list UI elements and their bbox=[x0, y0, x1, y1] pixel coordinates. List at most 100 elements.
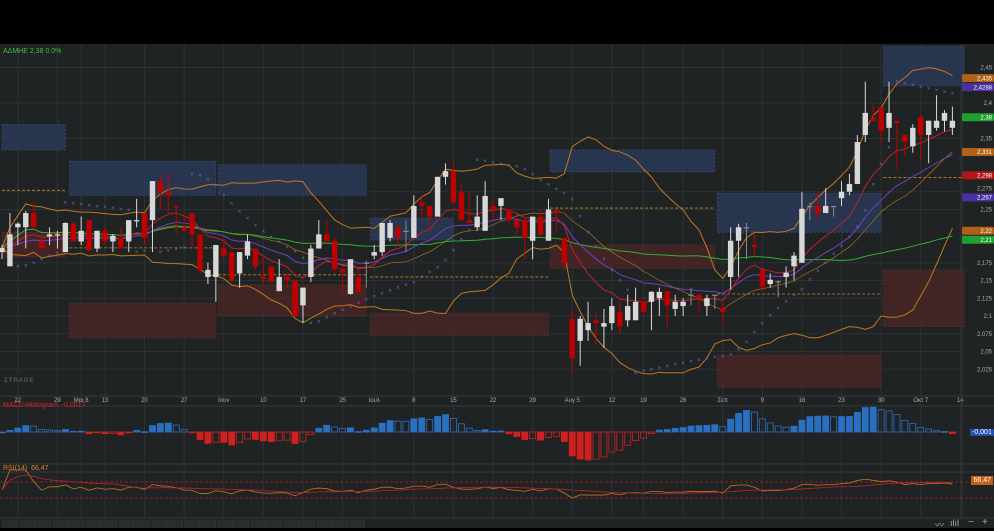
candle bbox=[696, 294, 702, 313]
sar-point: × bbox=[365, 298, 369, 304]
macd-bar bbox=[758, 418, 766, 433]
macd-bar bbox=[632, 431, 639, 442]
macd-bar bbox=[481, 429, 489, 433]
candle-body bbox=[268, 266, 274, 282]
zoom-out-icon[interactable]: − bbox=[968, 517, 974, 528]
toolbar-button[interactable] bbox=[282, 520, 299, 528]
candle-body bbox=[331, 240, 338, 270]
macd-bar bbox=[853, 411, 861, 433]
macd-bar bbox=[117, 431, 125, 436]
sar-point: × bbox=[174, 247, 178, 253]
sar-point: × bbox=[388, 288, 392, 294]
toolbar-button[interactable] bbox=[101, 520, 117, 528]
macd-bar bbox=[244, 431, 251, 440]
toolbar-button[interactable] bbox=[18, 520, 35, 528]
candle bbox=[878, 107, 884, 143]
candle-body bbox=[189, 213, 195, 235]
x-tick-label: 23 bbox=[838, 398, 845, 404]
toolbar-button[interactable] bbox=[266, 520, 282, 528]
demand-zone bbox=[549, 244, 716, 269]
macd-bar bbox=[592, 431, 600, 460]
sar-point: × bbox=[285, 245, 289, 251]
x-tick-label: Σεπ bbox=[717, 398, 728, 404]
toolbar-button[interactable] bbox=[167, 520, 183, 528]
macd-bar bbox=[6, 429, 14, 433]
toolbar-button[interactable] bbox=[35, 520, 51, 528]
candle-body bbox=[426, 205, 433, 217]
candle-body bbox=[228, 252, 235, 281]
sar-point: × bbox=[420, 275, 424, 281]
sar-point: × bbox=[349, 304, 353, 310]
candle-body bbox=[815, 205, 821, 214]
toolbar-button[interactable] bbox=[84, 520, 101, 528]
macd-bar bbox=[687, 425, 695, 433]
candle-body bbox=[442, 171, 449, 177]
sar-point: × bbox=[72, 201, 76, 207]
candle-body bbox=[672, 301, 678, 309]
candle bbox=[355, 266, 362, 292]
toolbar-button[interactable] bbox=[332, 520, 348, 528]
macd-bar bbox=[283, 431, 291, 441]
toolbar-button[interactable] bbox=[117, 520, 134, 528]
sar-point: × bbox=[475, 158, 479, 164]
macd-value: -0,0017 bbox=[61, 402, 86, 409]
sar-point: × bbox=[333, 312, 337, 318]
sar-point: × bbox=[776, 306, 780, 312]
sar-point: × bbox=[658, 366, 662, 372]
rsi-value: 66,47 bbox=[31, 465, 49, 472]
candle bbox=[577, 316, 583, 366]
candle bbox=[300, 287, 306, 324]
candle bbox=[157, 174, 164, 210]
line-chart-icon[interactable]: 〰 bbox=[935, 520, 945, 530]
chart-canvas[interactable]: 22 29 Μαι 8 13 20 27 Ιουν 10 17 25 Ιουλ 8 15 22 29 Αυγ … bbox=[0, 44, 994, 528]
candle bbox=[870, 103, 876, 121]
candle bbox=[822, 188, 829, 214]
bollinger-lower bbox=[1, 228, 953, 375]
demand-zone bbox=[883, 269, 965, 328]
chart-area[interactable]: 22 29 Μαι 8 13 20 27 Ιουν 10 17 25 Ιουλ 8 15 22 29 Αυγ … bbox=[0, 44, 994, 530]
candle bbox=[339, 269, 346, 295]
candle-body bbox=[514, 220, 520, 228]
candle bbox=[894, 120, 900, 170]
price-badge-label: 2,38 bbox=[980, 115, 992, 121]
candle-body bbox=[743, 227, 750, 229]
candle-body bbox=[862, 112, 868, 135]
toolbar-button[interactable] bbox=[315, 520, 332, 528]
y-tick-label: 2,175 bbox=[977, 261, 993, 267]
x-tick-label: 12 bbox=[608, 398, 615, 404]
candle bbox=[553, 209, 560, 231]
sar-point: × bbox=[681, 361, 685, 367]
candle bbox=[363, 260, 370, 288]
toolbar-button[interactable] bbox=[233, 520, 249, 528]
zoom-in-icon[interactable]: + bbox=[982, 517, 988, 528]
sar-point: × bbox=[856, 225, 860, 231]
toolbar-button[interactable] bbox=[216, 520, 233, 528]
candle-body bbox=[783, 272, 789, 277]
price-badge: 2,21 bbox=[962, 235, 994, 244]
bar-chart-icon[interactable]: ılıl bbox=[950, 518, 959, 528]
candle-body bbox=[585, 323, 591, 331]
toolbar-button[interactable] bbox=[348, 520, 365, 528]
macd-bar bbox=[22, 425, 30, 433]
macd-bar bbox=[814, 415, 822, 433]
toolbar-button[interactable] bbox=[68, 520, 84, 528]
toolbar-button[interactable] bbox=[51, 520, 68, 528]
macd-bar bbox=[85, 431, 93, 435]
toolbar-button[interactable] bbox=[299, 520, 315, 528]
macd-bar bbox=[901, 419, 909, 433]
toolbar-button[interactable] bbox=[150, 520, 167, 528]
toolbar-button[interactable] bbox=[249, 520, 266, 528]
candle-body bbox=[458, 191, 465, 221]
price-badge: 2,331 bbox=[962, 147, 994, 156]
toolbar-button[interactable] bbox=[2, 520, 18, 528]
macd-bar bbox=[275, 431, 283, 442]
sar-point: × bbox=[666, 364, 670, 370]
candle-body bbox=[221, 247, 227, 256]
sar-point: × bbox=[761, 322, 765, 328]
toolbar-button[interactable] bbox=[200, 520, 216, 528]
toolbar-button[interactable] bbox=[134, 520, 150, 528]
toolbar-button[interactable] bbox=[183, 520, 200, 528]
candle-body bbox=[506, 209, 512, 221]
x-tick-label: 13 bbox=[102, 398, 109, 404]
candle-body bbox=[902, 134, 908, 143]
